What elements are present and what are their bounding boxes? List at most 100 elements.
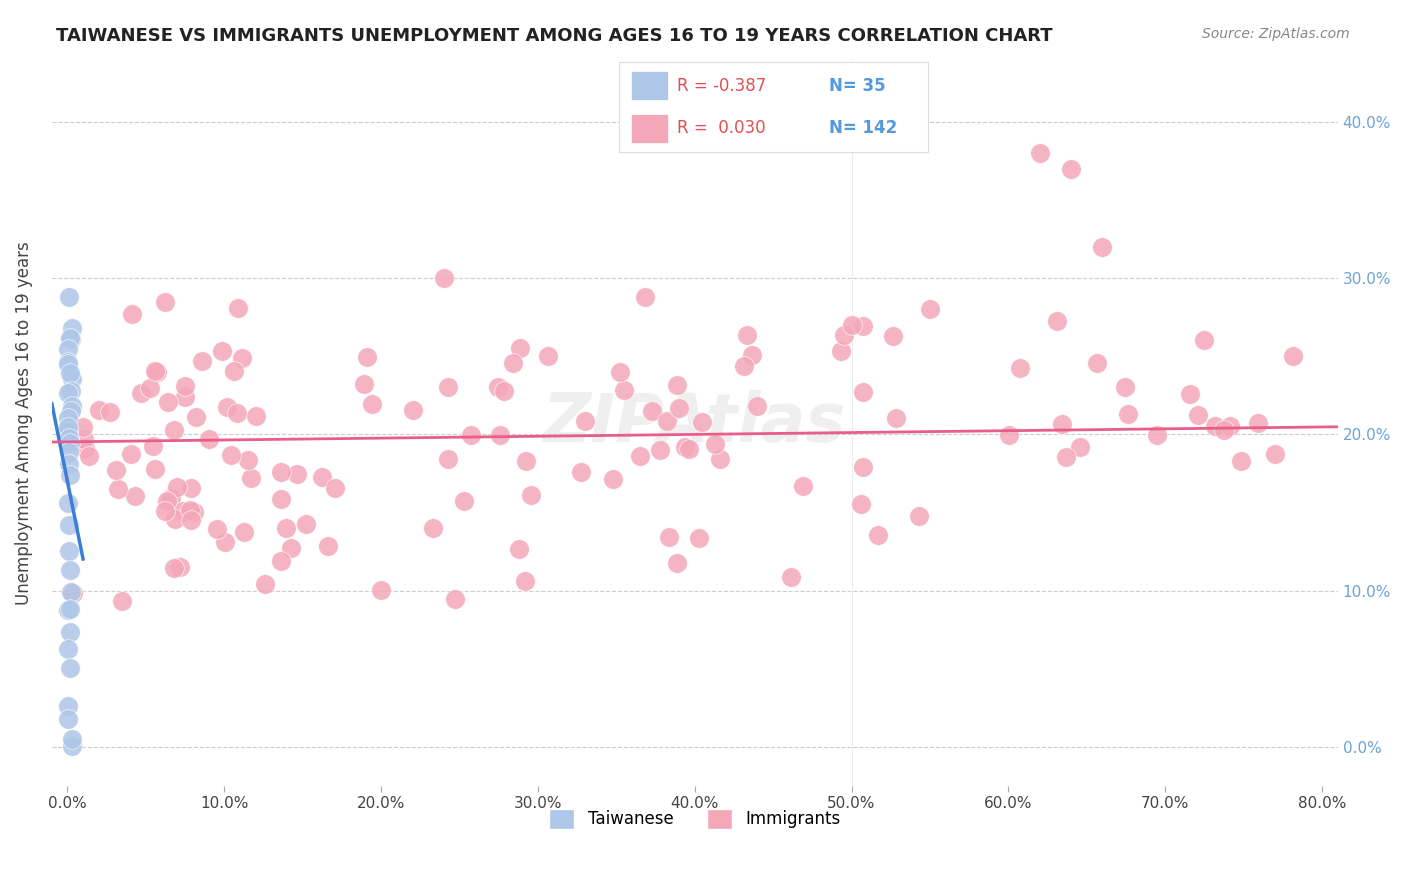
Point <box>422 521 444 535</box>
Point <box>166 480 188 494</box>
Point <box>849 497 872 511</box>
Point <box>180 513 202 527</box>
Point <box>59 624 82 639</box>
Point <box>163 424 186 438</box>
Point <box>311 470 333 484</box>
Point <box>224 363 246 377</box>
Point <box>1054 450 1077 464</box>
Point <box>60 372 83 386</box>
Point <box>253 577 276 591</box>
Point <box>1247 416 1270 430</box>
Point <box>688 531 710 545</box>
Point <box>98 404 121 418</box>
Point <box>508 542 530 557</box>
Point <box>1091 240 1114 254</box>
Point <box>832 328 855 343</box>
Point <box>437 380 460 394</box>
Point <box>129 386 152 401</box>
Point <box>107 482 129 496</box>
Point <box>56 496 79 510</box>
Point <box>146 365 169 379</box>
Point <box>219 449 242 463</box>
Point <box>156 394 179 409</box>
Text: N= 35: N= 35 <box>830 77 886 95</box>
Text: R =  0.030: R = 0.030 <box>678 120 766 137</box>
Point <box>165 512 187 526</box>
Point <box>997 428 1019 442</box>
Point <box>179 502 201 516</box>
Point <box>58 563 80 577</box>
Point <box>211 344 233 359</box>
Point <box>172 504 194 518</box>
Point <box>668 401 690 416</box>
Point <box>852 318 875 333</box>
Point <box>908 509 931 524</box>
Point <box>56 343 79 357</box>
Point <box>602 471 624 485</box>
Point <box>217 400 239 414</box>
Point <box>1146 428 1168 442</box>
Point <box>59 436 82 450</box>
Point <box>402 402 425 417</box>
Point <box>183 505 205 519</box>
Point <box>1085 356 1108 370</box>
Point <box>1192 333 1215 347</box>
Point <box>197 432 219 446</box>
Point <box>444 591 467 606</box>
Point <box>174 390 197 404</box>
Point <box>370 582 392 597</box>
Point <box>58 544 80 558</box>
Point <box>56 357 79 371</box>
Text: TAIWANESE VS IMMIGRANTS UNEMPLOYMENT AMONG AGES 16 TO 19 YEARS CORRELATION CHART: TAIWANESE VS IMMIGRANTS UNEMPLOYMENT AMO… <box>56 27 1053 45</box>
Point <box>703 437 725 451</box>
Point <box>56 641 79 656</box>
Point <box>239 471 262 485</box>
Legend: Taiwanese, Immigrants: Taiwanese, Immigrants <box>543 802 846 836</box>
Point <box>609 365 631 379</box>
Point <box>226 301 249 316</box>
Point <box>1028 146 1050 161</box>
Point <box>233 525 256 540</box>
Point <box>121 307 143 321</box>
Point <box>780 570 803 584</box>
Point <box>489 428 512 442</box>
Point <box>509 341 531 355</box>
Point <box>918 302 941 317</box>
Point <box>735 327 758 342</box>
Point <box>1008 361 1031 376</box>
Point <box>58 420 80 434</box>
Point <box>868 528 890 542</box>
Point <box>650 443 672 458</box>
Point <box>513 574 536 588</box>
Point <box>745 399 768 413</box>
Point <box>153 294 176 309</box>
Point <box>143 462 166 476</box>
Point <box>460 428 482 442</box>
Point <box>124 489 146 503</box>
Point <box>486 380 509 394</box>
Text: N= 142: N= 142 <box>830 120 897 137</box>
Point <box>1219 418 1241 433</box>
Point <box>733 359 755 374</box>
Point <box>60 321 83 335</box>
Bar <box>631 71 668 100</box>
Point <box>191 353 214 368</box>
Point <box>174 378 197 392</box>
Point <box>72 420 94 434</box>
Point <box>502 356 524 370</box>
Point <box>792 479 814 493</box>
Point <box>59 331 82 345</box>
Point <box>163 561 186 575</box>
Point <box>852 384 875 399</box>
Point <box>453 494 475 508</box>
Point <box>120 447 142 461</box>
Point <box>59 467 82 482</box>
Point <box>1264 448 1286 462</box>
Point <box>884 410 907 425</box>
Point <box>433 270 456 285</box>
Point <box>571 465 593 479</box>
Point <box>58 518 80 533</box>
Point <box>180 481 202 495</box>
Point <box>709 451 731 466</box>
Point <box>360 397 382 411</box>
